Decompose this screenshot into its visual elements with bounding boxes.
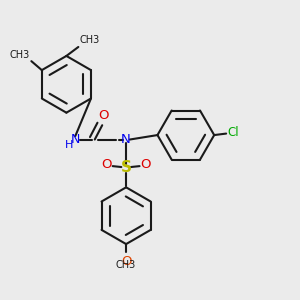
Text: S: S: [121, 160, 132, 175]
Text: O: O: [98, 109, 109, 122]
Text: N: N: [71, 133, 80, 146]
Text: N: N: [121, 133, 131, 146]
Text: CH3: CH3: [80, 35, 100, 46]
Text: O: O: [121, 254, 131, 268]
Text: O: O: [101, 158, 112, 171]
Text: CH3: CH3: [10, 50, 30, 60]
Text: CH3: CH3: [116, 260, 136, 271]
Text: Cl: Cl: [228, 126, 239, 139]
Text: H: H: [65, 140, 74, 150]
Text: O: O: [140, 158, 151, 171]
